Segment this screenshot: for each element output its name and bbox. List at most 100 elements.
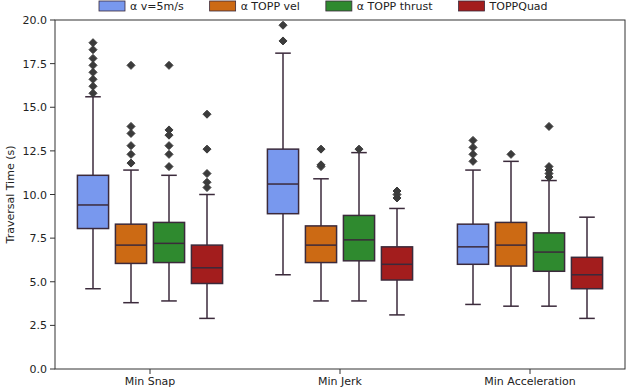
x-tick-label: Min Snap [125,375,176,388]
outlier [89,39,97,47]
outlier [203,110,211,118]
whisker-high [586,217,588,257]
chart: 0.02.55.07.510.012.515.017.520.0Traversa… [0,0,640,391]
x-tick [530,369,531,374]
y-tick-label: 15.0 [23,101,48,114]
outlier [355,145,363,153]
cap-low [123,302,139,304]
whisker-high [206,195,208,246]
box [267,149,298,214]
median [77,204,108,206]
y-tick [50,238,55,239]
box [343,215,374,260]
cap-high [199,194,215,196]
whisker-low [358,261,360,301]
legend-swatch [326,1,352,11]
whisker-high [358,153,360,216]
outlier [545,122,553,130]
box [153,222,184,262]
outlier [165,61,173,69]
median [305,244,336,246]
y-tick-label: 12.5 [23,145,48,158]
median [381,264,412,266]
median [571,274,602,276]
y-tick [50,63,55,64]
whisker-high [168,175,170,222]
whisker-low [548,271,550,306]
box [533,233,564,271]
outlier [203,170,211,178]
outlier [317,145,325,153]
box [457,224,488,264]
whisker-low [510,266,512,306]
whisker-high [282,53,284,149]
median [115,244,146,246]
outlier [279,37,287,45]
box [571,257,602,288]
legend: α v=5m/s α TOPP vel α TOPP thrust TOPPQuad [99,0,548,13]
legend-label: α v=5m/s [130,0,184,13]
plot-frame [55,20,625,369]
outlier [165,150,173,158]
whisker-low [206,283,208,318]
y-tick-label: 17.5 [23,58,48,71]
whisker-high [92,97,94,176]
median [153,243,184,245]
cap-high [313,178,329,180]
y-tick-label: 10.0 [23,189,48,202]
outlier [127,61,135,69]
whisker-high [130,170,132,224]
cap-high [275,52,291,54]
outlier [165,126,173,134]
outlier [279,21,287,29]
cap-low [351,300,367,302]
whisker-low [168,263,170,301]
box [305,226,336,263]
whisker-low [320,263,322,301]
y-tick [50,20,55,21]
whisker-low [472,264,474,304]
cap-high [161,175,177,177]
whisker-low [586,289,588,319]
outlier [317,161,325,169]
box [191,245,222,283]
box [381,247,412,280]
cap-low [85,288,101,290]
whisker-low [396,280,398,315]
cap-high [465,169,481,171]
outlier [89,54,97,62]
y-tick [50,281,55,282]
cap-low [503,305,519,307]
median [343,239,374,241]
cap-high [389,208,405,210]
legend-swatch [210,1,236,11]
whisker-low [92,229,94,289]
y-axis-label: Traversal Time (s) [4,146,17,245]
legend-label: α TOPP thrust [357,0,433,13]
x-tick [150,369,151,374]
whisker-low [130,263,132,302]
cap-low [389,314,405,316]
median [457,246,488,248]
legend-swatch [99,1,125,11]
y-tick [50,325,55,326]
outlier [127,122,135,130]
outlier [127,150,135,158]
legend-label: TOPPQuad [489,0,548,13]
cap-low [199,318,215,320]
whisker-high [472,170,474,224]
cap-low [541,305,557,307]
outlier [469,136,477,144]
cap-low [579,318,595,320]
legend-label: α TOPP vel [241,0,300,13]
whisker-low [282,214,284,275]
y-tick [50,107,55,108]
y-tick [50,369,55,370]
y-tick-label: 20.0 [23,14,48,27]
whisker-high [510,161,512,222]
cap-high [579,216,595,218]
outlier [127,159,135,167]
median [191,267,222,269]
y-tick [50,150,55,151]
cap-high [503,161,519,163]
